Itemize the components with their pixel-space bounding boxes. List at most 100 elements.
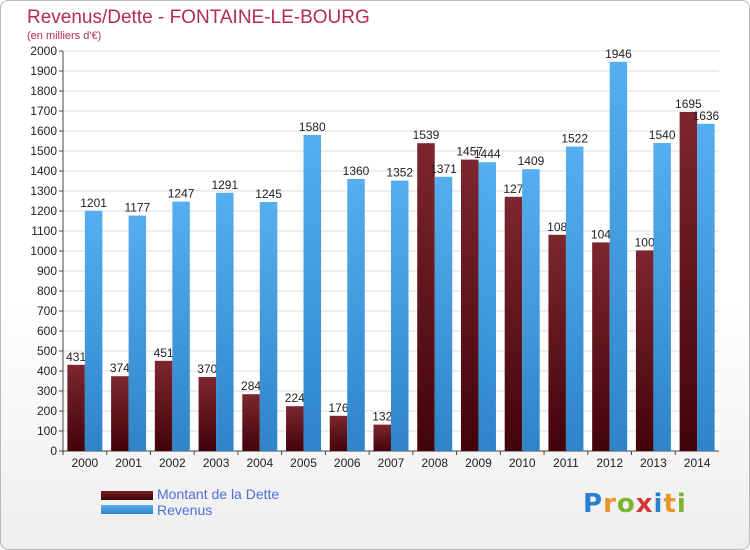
bar-dette bbox=[679, 112, 698, 451]
bar-revenus bbox=[84, 210, 103, 451]
bar-dette bbox=[460, 159, 479, 451]
bar-dette bbox=[592, 242, 610, 451]
data-label-dette: 431 bbox=[66, 350, 86, 364]
data-label-dette: 127 bbox=[503, 182, 523, 196]
data-label-revenus: 1247 bbox=[168, 187, 195, 201]
data-label-dette: 374 bbox=[110, 361, 130, 375]
y-tick-label: 1100 bbox=[31, 224, 57, 238]
data-label-revenus: 1580 bbox=[299, 120, 326, 134]
x-tick-label: 2003 bbox=[203, 456, 230, 470]
bar-dette bbox=[286, 406, 304, 451]
bar-revenus bbox=[609, 61, 628, 452]
legend-label-revenus: Revenus bbox=[157, 502, 213, 518]
y-tick-label: 2000 bbox=[30, 44, 57, 58]
data-label-dette: 132 bbox=[372, 410, 392, 424]
bar-dette bbox=[154, 360, 173, 451]
data-label-revenus: 1245 bbox=[255, 187, 282, 201]
bar-revenus bbox=[478, 162, 496, 451]
data-label-revenus: 1352 bbox=[386, 166, 413, 180]
data-label-dette: 108 bbox=[547, 220, 567, 234]
y-tick-label: 1800 bbox=[30, 84, 57, 98]
y-tick-label: 700 bbox=[37, 304, 57, 318]
x-tick-label: 2008 bbox=[421, 456, 448, 470]
y-tick-label: 1200 bbox=[30, 204, 57, 218]
data-label-revenus: 1946 bbox=[605, 47, 632, 61]
x-tick-label: 2001 bbox=[115, 456, 142, 470]
data-label-revenus: 1444 bbox=[474, 147, 501, 161]
x-tick-label: 2013 bbox=[640, 456, 667, 470]
x-tick-label: 2006 bbox=[334, 456, 361, 470]
bar-revenus bbox=[216, 192, 234, 452]
y-tick-label: 800 bbox=[37, 284, 57, 298]
x-tick-label: 2014 bbox=[684, 456, 711, 470]
chart-subtitle: (en milliers d'€) bbox=[27, 30, 102, 42]
data-label-dette: 100 bbox=[635, 235, 655, 249]
data-label-dette: 370 bbox=[197, 362, 217, 376]
bar-revenus bbox=[303, 135, 322, 451]
y-tick-label: 1300 bbox=[30, 184, 57, 198]
bar-dette bbox=[67, 364, 85, 451]
y-tick-label: 500 bbox=[37, 344, 57, 358]
y-tick-label: 200 bbox=[37, 404, 57, 418]
y-tick-label: 1900 bbox=[30, 64, 57, 78]
bar-dette bbox=[504, 196, 523, 451]
x-tick-label: 2007 bbox=[378, 456, 405, 470]
data-label-dette: 451 bbox=[154, 346, 174, 360]
bar-dette bbox=[417, 143, 435, 451]
data-label-revenus: 1177 bbox=[124, 201, 150, 215]
legend-swatch-dette bbox=[101, 491, 153, 500]
y-tick-label: 100 bbox=[37, 424, 57, 438]
bar-dette bbox=[373, 424, 391, 451]
data-label-dette: 176 bbox=[329, 401, 349, 415]
x-tick-label: 2002 bbox=[159, 456, 186, 470]
data-label-revenus: 1636 bbox=[693, 109, 720, 123]
legend-swatch-revenus bbox=[101, 505, 153, 514]
y-tick-label: 400 bbox=[37, 364, 57, 378]
y-tick-label: 300 bbox=[37, 384, 57, 398]
data-label-dette: 1695 bbox=[675, 97, 702, 111]
x-tick-label: 2000 bbox=[72, 456, 99, 470]
bar-revenus bbox=[172, 201, 190, 451]
data-label-dette: 284 bbox=[241, 379, 261, 393]
y-tick-label: 1000 bbox=[30, 244, 57, 258]
data-label-revenus: 1291 bbox=[211, 178, 238, 192]
x-tick-label: 2010 bbox=[509, 456, 536, 470]
data-label-revenus: 1522 bbox=[561, 132, 588, 146]
data-label-revenus: 1409 bbox=[518, 154, 545, 168]
x-tick-label: 2009 bbox=[465, 456, 492, 470]
data-label-revenus: 1201 bbox=[80, 196, 107, 210]
x-tick-label: 2005 bbox=[290, 456, 317, 470]
data-label-revenus: 1540 bbox=[649, 128, 676, 142]
x-tick-label: 2004 bbox=[246, 456, 273, 470]
y-tick-label: 600 bbox=[37, 324, 57, 338]
x-tick-label: 2011 bbox=[553, 456, 579, 470]
bar-revenus bbox=[653, 143, 671, 451]
chart-title: Revenus/Dette - FONTAINE-LE-BOURG bbox=[27, 7, 370, 28]
bar-revenus bbox=[347, 179, 365, 451]
data-label-dette: 1539 bbox=[413, 128, 440, 142]
bar-dette bbox=[111, 376, 129, 451]
bar-revenus bbox=[522, 169, 540, 451]
y-tick-label: 900 bbox=[37, 264, 57, 278]
proxiti-logo: Proxiti bbox=[583, 489, 687, 519]
bar-revenus bbox=[697, 123, 715, 452]
bar-dette bbox=[198, 377, 217, 451]
data-label-dette: 104 bbox=[591, 227, 611, 241]
y-tick-label: 1700 bbox=[30, 104, 57, 118]
bar-dette bbox=[242, 394, 260, 451]
data-label-revenus: 1371 bbox=[430, 162, 457, 176]
x-tick-label: 2012 bbox=[596, 456, 623, 470]
y-tick-label: 0 bbox=[50, 444, 57, 458]
y-tick-label: 1400 bbox=[30, 164, 57, 178]
bar-dette bbox=[548, 234, 566, 451]
y-tick-label: 1500 bbox=[30, 144, 57, 158]
bar-dette bbox=[635, 250, 654, 451]
bar-dette bbox=[329, 415, 348, 451]
bar-revenus bbox=[259, 202, 278, 451]
bar-revenus bbox=[565, 146, 584, 451]
data-label-dette: 1457 bbox=[456, 145, 483, 159]
data-label-dette: 224 bbox=[285, 391, 305, 405]
y-tick-label: 1600 bbox=[30, 124, 57, 138]
